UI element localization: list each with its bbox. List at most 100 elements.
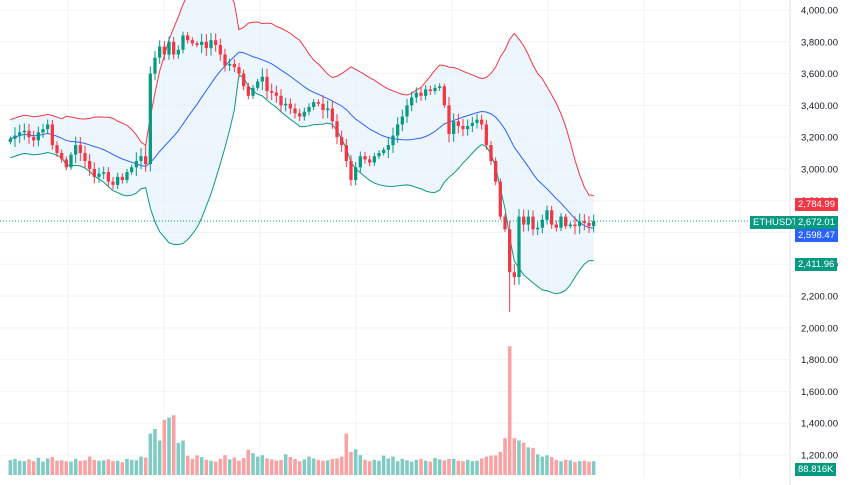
volume-bar-15 <box>78 460 83 475</box>
candle-body-113 <box>536 227 540 230</box>
candle-body-110 <box>522 216 526 225</box>
volume-bar-78 <box>372 459 377 475</box>
volume-bar-26 <box>129 459 134 475</box>
upper-band-line <box>10 0 594 196</box>
candle-body-117 <box>554 224 558 228</box>
candle-body-49 <box>237 67 241 74</box>
volume-bar-16 <box>83 460 87 475</box>
volume-bar-120 <box>568 460 573 475</box>
y-tick-label-5: 3,000.00 <box>801 164 838 175</box>
candle-body-34 <box>167 41 171 55</box>
volume-bar-99 <box>470 461 475 475</box>
candle-body-23 <box>116 176 120 185</box>
volume-bar-82 <box>391 456 395 475</box>
candle-body-105 <box>498 181 502 217</box>
volume-bar-77 <box>367 461 372 475</box>
candle-body-102 <box>484 124 488 146</box>
volume-bar-100 <box>475 460 479 475</box>
volume-bar-57 <box>274 460 279 475</box>
candle-body-62 <box>298 113 302 117</box>
volume-bar-12 <box>64 461 69 475</box>
volume-bar-23 <box>115 460 120 475</box>
candle-body-9 <box>50 124 54 146</box>
volume-bar-42 <box>204 459 209 475</box>
volume-tag: 88.816K <box>795 463 837 476</box>
volume-bar-88 <box>419 458 423 475</box>
candle-body-24 <box>120 176 124 181</box>
volume-bar-34 <box>167 417 171 475</box>
candle-body-18 <box>92 168 96 177</box>
y-tick-label-12: 1,600.00 <box>801 387 838 398</box>
candle-body-27 <box>134 160 138 168</box>
volume-bar-63 <box>302 459 307 475</box>
volume-bar-11 <box>59 460 64 475</box>
candle-body-114 <box>540 219 544 228</box>
volume-bar-84 <box>400 458 405 475</box>
volume-bar-95 <box>451 458 456 475</box>
candle-body-115 <box>545 210 549 220</box>
volume-bar-97 <box>461 461 465 475</box>
y-tick-label-10: 2,000.00 <box>801 323 838 334</box>
y-tick-label-0: 4,000.00 <box>801 6 838 17</box>
y-tick-label-14: 1,200.00 <box>801 451 838 462</box>
volume-bar-104 <box>493 455 498 475</box>
y-tick-label-4: 3,200.00 <box>801 133 838 144</box>
volume-bar-50 <box>241 457 246 475</box>
volume-bar-122 <box>577 461 582 475</box>
volume-bar-69 <box>330 458 335 475</box>
candle-body-51 <box>246 86 250 96</box>
volume-bar-35 <box>171 415 176 475</box>
volume-bar-89 <box>423 460 428 475</box>
volume-bar-18 <box>92 459 97 475</box>
candle-body-2 <box>18 132 22 136</box>
candle-body-66 <box>316 102 320 104</box>
price-axis[interactable]: 4,000.00 3,800.00 3,600.00 3,400.00 3,200.00… <box>789 0 838 485</box>
y-tick-label-13: 1,400.00 <box>801 419 838 430</box>
candle-body-84 <box>400 116 404 125</box>
candle-body-61 <box>293 108 297 114</box>
volume-bar-4 <box>27 459 31 475</box>
candle-body-67 <box>321 103 325 111</box>
bollinger-fill <box>10 0 594 294</box>
volume-bar-125 <box>591 461 596 475</box>
candle-body-76 <box>363 156 367 160</box>
candle-body-38 <box>186 35 190 41</box>
candle-body-63 <box>302 111 306 117</box>
y-tick-label-3: 3,400.00 <box>801 101 838 112</box>
volume-bar-29 <box>143 457 148 475</box>
candle-body-21 <box>106 172 110 182</box>
volume-bar-109 <box>517 440 521 475</box>
volume-bar-2 <box>17 460 22 475</box>
volume-bar-81 <box>386 458 391 475</box>
volume-bar-86 <box>409 461 414 475</box>
volume-bar-10 <box>55 460 59 475</box>
candle-body-118 <box>559 216 563 228</box>
volume-bar-39 <box>190 458 195 475</box>
volume-bar-106 <box>503 438 507 475</box>
volume-bar-52 <box>251 453 255 475</box>
volume-bar-51 <box>246 449 251 475</box>
candle-body-12 <box>64 159 68 168</box>
candle-body-86 <box>410 97 414 106</box>
candle-body-35 <box>172 41 176 55</box>
candle-body-104 <box>494 160 498 182</box>
basis-tag: 2,598.47 <box>795 229 838 242</box>
band-area <box>10 0 594 294</box>
volume-bar-5 <box>31 461 36 475</box>
candle-body-5 <box>32 137 36 141</box>
candle-body-59 <box>284 103 288 106</box>
candle-body-116 <box>550 210 554 225</box>
candle-body-74 <box>354 167 358 181</box>
candle-body-81 <box>386 145 390 150</box>
volume-bar-58 <box>279 460 283 475</box>
candle-body-6 <box>36 132 40 141</box>
volume-bar-91 <box>433 457 437 475</box>
candle-body-17 <box>88 160 92 169</box>
volume-bar-112 <box>531 447 535 475</box>
volume-bar-19 <box>97 460 101 475</box>
candle-body-53 <box>256 81 260 88</box>
candle-body-22 <box>111 181 115 185</box>
volume-bar-43 <box>209 460 213 475</box>
volume-bar-37 <box>181 440 185 475</box>
